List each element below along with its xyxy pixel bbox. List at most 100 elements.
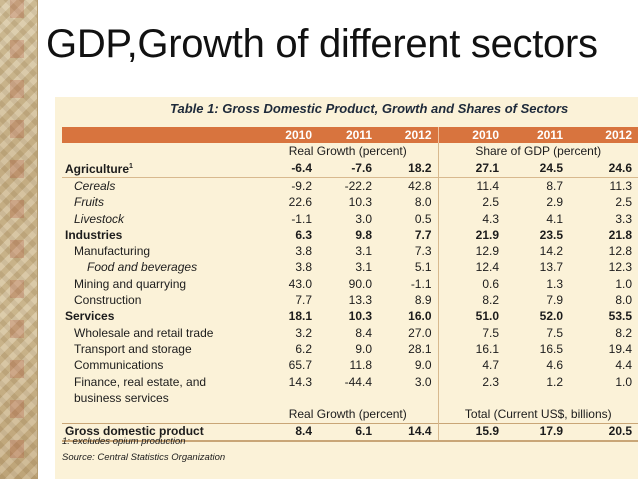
table-cell: 21.9 bbox=[437, 227, 505, 244]
row-label-text: Services bbox=[65, 309, 115, 324]
table-cell: 8.4 bbox=[355, 325, 372, 340]
table-cell: 9.0 bbox=[414, 358, 432, 373]
table-row: Transport and storage 6.2 9.0 28.1 16.1 16.5 1… bbox=[62, 341, 638, 358]
table-row: Mining and quarrying 43.0 90.0 -1.1 0.6 1.3 1.… bbox=[62, 276, 638, 293]
table-cell: 18.2 bbox=[378, 159, 438, 179]
row-label-text: Livestock bbox=[74, 211, 125, 226]
table-cell: 3.8 bbox=[295, 260, 312, 275]
table-cell: 8.9 bbox=[414, 293, 432, 308]
table-cell: 53.5 bbox=[608, 309, 632, 324]
gdp-row-label: Gross domestic product bbox=[62, 422, 258, 443]
gdp-row: Gross domestic product 8.4 6.1 14.4 15.9… bbox=[62, 422, 638, 443]
table-row: Fruits 22.6 10.3 8.0 2.5 2.9 2.5 bbox=[62, 194, 638, 211]
row-label: Fruits bbox=[62, 195, 258, 211]
table-cell: 7.7 bbox=[414, 227, 432, 242]
row-label-text: Food and beverages bbox=[87, 260, 198, 275]
table-cell bbox=[569, 390, 638, 406]
table-cell: 3.1 bbox=[355, 244, 372, 259]
table-cell: 8.0 bbox=[414, 195, 432, 210]
table-cell: 0.6 bbox=[437, 276, 505, 293]
row-label-text: Finance, real estate, and bbox=[74, 374, 207, 389]
row-label: Industries bbox=[62, 227, 258, 243]
row-label-text: Mining and quarrying bbox=[74, 276, 187, 291]
table-cell: 11.3 bbox=[609, 178, 632, 193]
row-label: Finance, real estate, and bbox=[62, 374, 258, 390]
table-body: Agriculture1 -6.4 -7.6 18.2 27.1 24.5 24.6 Cere… bbox=[62, 159, 638, 407]
table-cell: 14.4 bbox=[378, 422, 438, 443]
table-cell: 2.5 bbox=[615, 195, 632, 210]
table-cell: 20.5 bbox=[569, 422, 638, 443]
year-header: 2011 bbox=[318, 127, 378, 143]
table-cell: 16.0 bbox=[408, 309, 432, 324]
row-label: Food and beverages bbox=[62, 260, 258, 276]
table-cell: 4.1 bbox=[546, 211, 563, 226]
row-label: Construction bbox=[62, 292, 258, 308]
table-cell: 6.2 bbox=[295, 341, 312, 356]
table-cell: 3.2 bbox=[295, 325, 312, 340]
table-cell: -22.2 bbox=[344, 178, 372, 193]
table-cell: 4.6 bbox=[546, 358, 563, 373]
year-header-row: 2010 2011 2012 2010 2011 2012 bbox=[62, 127, 638, 143]
year-header: 2011 bbox=[505, 127, 569, 143]
table-cell: 7.3 bbox=[414, 244, 432, 259]
table-cell: 23.5 bbox=[539, 227, 563, 242]
table-cell: 5.1 bbox=[414, 260, 432, 275]
table-cell: 8.0 bbox=[615, 293, 632, 308]
table-cell: 12.8 bbox=[608, 244, 632, 259]
table-cell: 6.1 bbox=[318, 422, 378, 443]
row-label-text: Cereals bbox=[74, 178, 116, 193]
table-cell: 6.3 bbox=[295, 227, 312, 242]
year-header: 2012 bbox=[378, 127, 438, 143]
table-row: Food and beverages 3.8 3.1 5.1 12.4 13.7 12.3 bbox=[62, 259, 638, 277]
year-header: 2012 bbox=[569, 127, 638, 143]
table-row: Livestock -1.1 3.0 0.5 4.3 4.1 3.3 bbox=[62, 210, 638, 228]
table-cell: 2.9 bbox=[546, 195, 563, 210]
table-cell: 11.8 bbox=[349, 358, 372, 373]
table-cell: 7.5 bbox=[546, 325, 563, 340]
table-cell: 16.5 bbox=[539, 341, 563, 356]
row-label-text: Communications bbox=[74, 358, 164, 373]
table-cell: 27.0 bbox=[408, 325, 432, 340]
subheader-real-growth: Real Growth (percent) bbox=[288, 143, 407, 158]
subheader-total-usd: Total (Current US$, billions) bbox=[437, 406, 638, 424]
table-cell: -9.2 bbox=[291, 178, 312, 193]
row-label: Mining and quarrying bbox=[62, 276, 258, 292]
table-cell: 4.4 bbox=[615, 358, 632, 373]
footnote-marker: 1 bbox=[129, 163, 133, 171]
header-blank-cell bbox=[62, 127, 258, 143]
table-cell: 3.1 bbox=[355, 260, 372, 275]
table-cell: 12.3 bbox=[608, 260, 632, 275]
row-label-text: Construction bbox=[74, 293, 142, 308]
table-cell bbox=[318, 390, 378, 406]
table-cell: 2.3 bbox=[437, 373, 505, 391]
table-cell: 10.3 bbox=[348, 309, 372, 324]
table-cell: 8.4 bbox=[258, 422, 318, 443]
year-header: 2010 bbox=[437, 127, 505, 143]
table-cell: 24.6 bbox=[569, 159, 638, 179]
table-cell: -6.4 bbox=[258, 159, 318, 179]
table-cell: 9.8 bbox=[355, 227, 372, 242]
row-label-text: Agriculture bbox=[65, 162, 130, 177]
table-cell: 21.8 bbox=[608, 227, 632, 242]
table-cell: 10.3 bbox=[348, 195, 372, 210]
table-cell: 22.6 bbox=[288, 195, 312, 210]
table-cell: 1.0 bbox=[615, 276, 632, 291]
table-panel: Table 1: Gross Domestic Product, Growth … bbox=[55, 97, 638, 479]
table-row: Finance, real estate, and 14.3 -44.4 3.0 2.3… bbox=[62, 373, 638, 391]
row-label: Manufacturing bbox=[62, 243, 258, 259]
row-label: Agriculture1 bbox=[62, 159, 258, 179]
table-source: Source: Central Statistics Organization bbox=[62, 452, 226, 463]
table-cell: 1.0 bbox=[615, 374, 632, 389]
table-cell: -44.4 bbox=[344, 374, 372, 389]
table-cell: 4.7 bbox=[437, 357, 505, 374]
table-cell: 17.9 bbox=[505, 422, 569, 443]
gdp-table: 2010 2011 2012 2010 2011 2012 Real Growt… bbox=[62, 127, 638, 443]
table-cell: 12.4 bbox=[437, 259, 505, 277]
table-cell: 9.0 bbox=[355, 341, 372, 356]
row-label-text: Industries bbox=[65, 227, 123, 242]
table-cell: 3.8 bbox=[295, 244, 312, 259]
table-cell: 52.0 bbox=[539, 309, 563, 324]
table-cell: 8.2 bbox=[437, 292, 505, 309]
table-row: Services 18.1 10.3 16.0 51.0 52.0 53.5 bbox=[62, 308, 638, 325]
table-cell: 1.3 bbox=[546, 276, 563, 291]
